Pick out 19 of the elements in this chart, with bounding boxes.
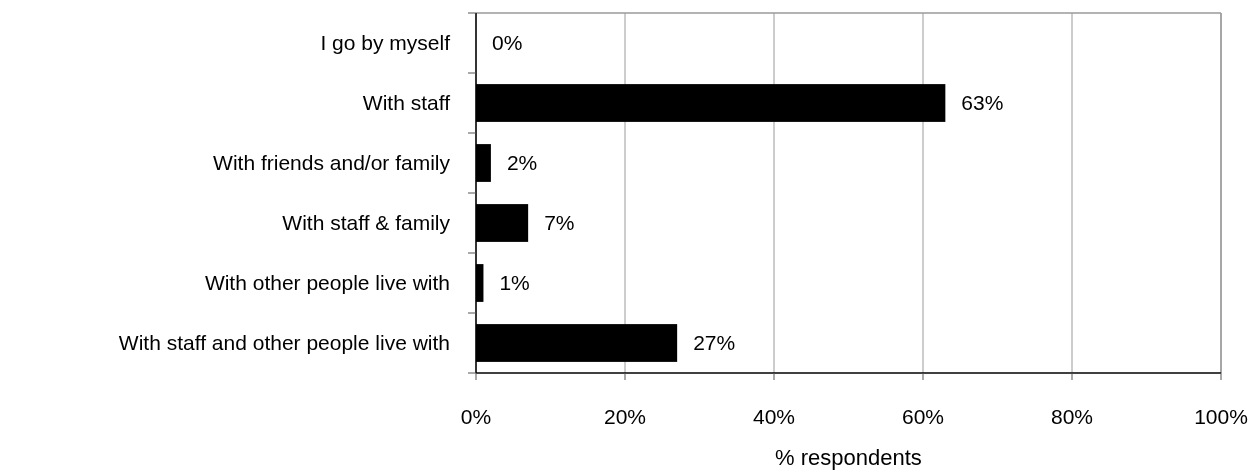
x-tick-label: 80%	[1050, 405, 1094, 429]
x-tick-label: 20%	[603, 405, 647, 429]
x-tick-label: 40%	[752, 405, 796, 429]
data-label: 2%	[506, 151, 538, 175]
x-tick-label: 100%	[1194, 405, 1248, 429]
y-tick-label: With other people live with	[204, 271, 450, 295]
y-tick-label: I go by myself	[320, 31, 451, 55]
x-tick-label: 0%	[460, 405, 492, 429]
x-axis-title: % respondents	[775, 444, 922, 470]
data-label: 63%	[961, 91, 1004, 115]
y-tick-label: With staff and other people live with	[118, 331, 450, 355]
y-tick-label: With friends and/or family	[213, 151, 451, 175]
y-tick-label: With staff	[362, 91, 451, 115]
data-label: 0%	[492, 31, 523, 55]
data-label: 7%	[544, 211, 575, 235]
x-tick-label: 60%	[901, 405, 945, 429]
data-label: 27%	[693, 331, 736, 355]
y-tick-label: With staff & family	[282, 211, 451, 235]
data-label: 1%	[499, 271, 530, 295]
